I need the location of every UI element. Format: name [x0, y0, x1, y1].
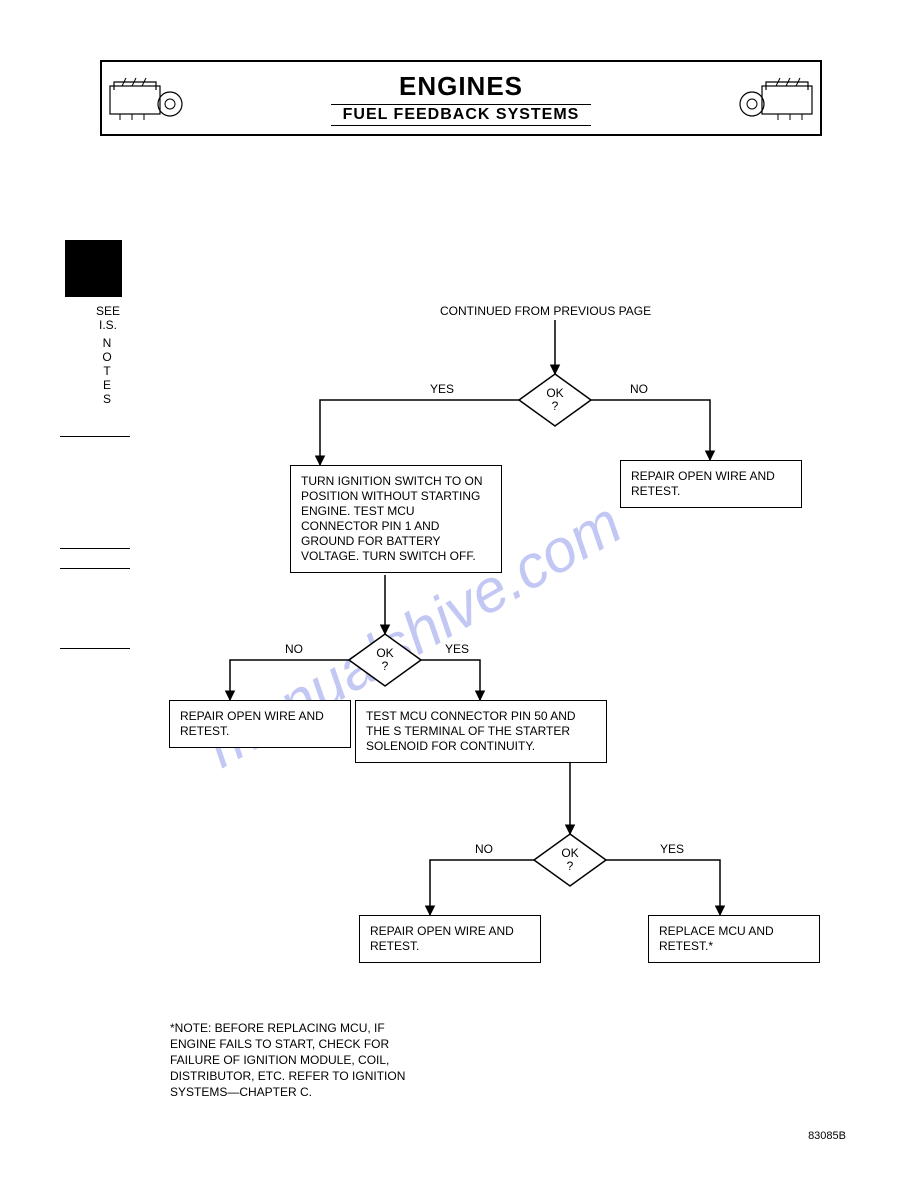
margin-rule	[60, 568, 130, 569]
process-box-repair-1: REPAIR OPEN WIRE AND RETEST.	[620, 460, 802, 508]
margin-rule	[60, 648, 130, 649]
engine-icon	[108, 68, 188, 126]
side-is: I.S.	[99, 318, 117, 332]
header-subtitle: FUEL FEEDBACK SYSTEMS	[331, 104, 592, 126]
decision-label: OK?	[519, 387, 591, 413]
decision-3: OK?	[534, 834, 606, 886]
decision-2: OK?	[349, 634, 421, 686]
process-box-ignition-test: TURN IGNITION SWITCH TO ON POSITION WITH…	[290, 465, 502, 573]
header-title: ENGINES	[399, 71, 523, 102]
process-box-replace-mcu: REPLACE MCU AND RETEST.*	[648, 915, 820, 963]
flowchart-svg	[0, 0, 918, 1188]
continued-label: CONTINUED FROM PREVIOUS PAGE	[440, 304, 651, 318]
page-header: ENGINES FUEL FEEDBACK SYSTEMS	[100, 60, 822, 136]
header-titles: ENGINES FUEL FEEDBACK SYSTEMS	[202, 62, 720, 134]
yes-label: YES	[430, 382, 454, 396]
footnote: *NOTE: BEFORE REPLACING MCU, IF ENGINE F…	[170, 1020, 430, 1100]
margin-rule	[60, 436, 130, 437]
side-notes-vertical: N O T E S	[100, 336, 114, 406]
page-id: 83085B	[808, 1130, 846, 1142]
margin-black-block	[65, 240, 122, 297]
decision-1: OK?	[519, 374, 591, 426]
yes-label: YES	[660, 842, 684, 856]
decision-label: OK?	[349, 647, 421, 673]
page: ENGINES FUEL FEEDBACK SYSTEMS SEE I.S. N…	[0, 0, 918, 1188]
side-see: SEE	[96, 304, 120, 318]
process-box-repair-2: REPAIR OPEN WIRE AND RETEST.	[169, 700, 351, 748]
no-label: NO	[630, 382, 648, 396]
no-label: NO	[285, 642, 303, 656]
side-see-is-notes: SEE I.S.	[88, 304, 128, 332]
no-label: NO	[475, 842, 493, 856]
margin-rule	[60, 548, 130, 549]
decision-label: OK?	[534, 847, 606, 873]
process-box-test-pin50: TEST MCU CONNECTOR PIN 50 AND THE S TERM…	[355, 700, 607, 763]
process-box-repair-3: REPAIR OPEN WIRE AND RETEST.	[359, 915, 541, 963]
engine-icon	[734, 68, 814, 126]
yes-label: YES	[445, 642, 469, 656]
